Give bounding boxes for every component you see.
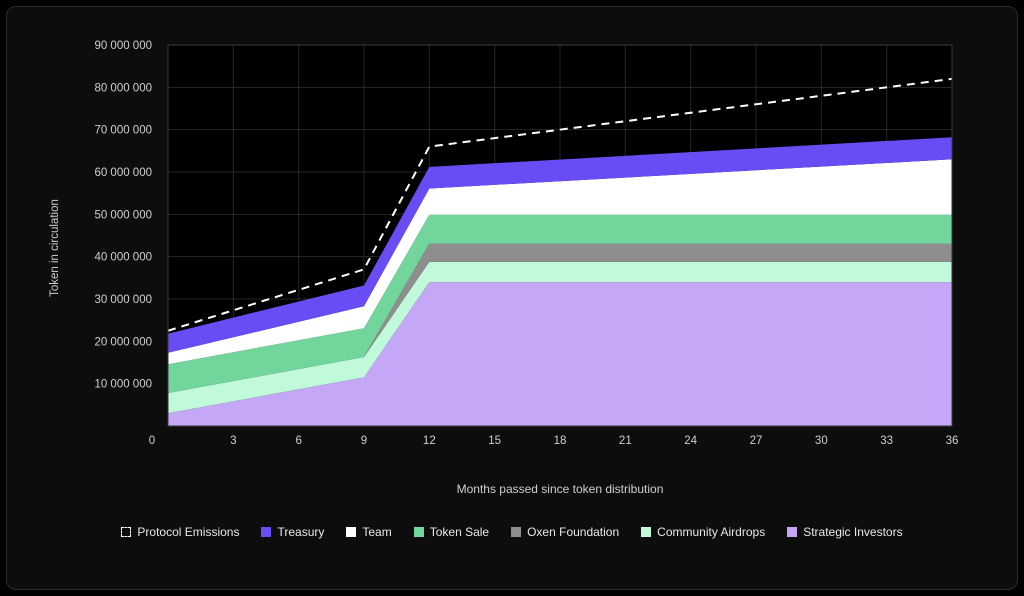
chart-legend: Protocol Emissions Treasury Team Token S… xyxy=(0,525,1024,539)
y-tick-label: 60 000 000 xyxy=(94,167,152,179)
y-tick-label: 50 000 000 xyxy=(94,209,152,221)
area-team xyxy=(168,159,952,365)
y-tick-label: 90 000 000 xyxy=(94,40,152,52)
legend-label: Token Sale xyxy=(429,525,490,539)
legend-label: Strategic Investors xyxy=(803,525,903,539)
plot-frame xyxy=(167,44,953,427)
area-community-airdrops xyxy=(168,261,952,414)
x-tick-label: 6 xyxy=(295,435,301,447)
y-tick-label: 40 000 000 xyxy=(94,252,152,264)
x-tick-label: 9 xyxy=(361,435,367,447)
legend-label: Treasury xyxy=(277,525,325,539)
legend-item-community-airdrops[interactable]: Community Airdrops xyxy=(641,525,765,539)
legend-swatch-oxen-foundation xyxy=(511,527,522,537)
x-tick-label: 0 xyxy=(149,435,155,447)
legend-label: Community Airdrops xyxy=(657,525,766,539)
legend-swatch-protocol-emissions xyxy=(121,527,132,537)
x-tick-label: 33 xyxy=(880,435,893,447)
line-protocol-emissions xyxy=(167,77,953,332)
legend-label: Oxen Foundation xyxy=(527,525,620,539)
y-tick-label: 10 000 000 xyxy=(94,379,152,391)
y-tick-label: 30 000 000 xyxy=(94,294,152,306)
legend-item-token-sale[interactable]: Token Sale xyxy=(413,525,490,539)
x-tick-label: 21 xyxy=(619,435,632,447)
x-axis-label: Months passed since token distribution xyxy=(456,482,664,496)
x-tick-label: 36 xyxy=(946,435,959,447)
y-tick-label: 70 000 000 xyxy=(94,125,152,137)
y-tick-label: 80 000 000 xyxy=(94,82,152,94)
legend-item-treasury[interactable]: Treasury xyxy=(261,525,324,539)
legend-item-strategic-investors[interactable]: Strategic Investors xyxy=(787,525,903,539)
legend-swatch-community-airdrops xyxy=(641,527,652,537)
legend-item-oxen-foundation[interactable]: Oxen Foundation xyxy=(511,525,619,539)
x-tick-label: 3 xyxy=(230,435,236,447)
area-oxen-foundation xyxy=(168,243,952,393)
legend-label: Team xyxy=(362,525,392,539)
area-strategic-investors xyxy=(168,282,952,426)
legend-item-team[interactable]: Team xyxy=(346,525,392,539)
x-tick-label: 18 xyxy=(554,435,567,447)
legend-swatch-strategic-investors xyxy=(787,527,798,537)
legend-swatch-treasury xyxy=(261,527,272,537)
area-treasury xyxy=(168,137,952,353)
legend-swatch-token-sale xyxy=(413,527,424,537)
y-tick-label: 20 000 000 xyxy=(94,336,152,348)
x-tick-label: 27 xyxy=(750,435,763,447)
area-token-sale xyxy=(168,214,952,393)
x-tick-label: 15 xyxy=(488,435,501,447)
x-tick-label: 24 xyxy=(684,435,697,447)
y-axis-label: Token in circulation xyxy=(49,199,61,297)
x-tick-label: 30 xyxy=(815,435,828,447)
x-tick-label: 12 xyxy=(423,435,436,447)
legend-item-protocol-emissions[interactable]: Protocol Emissions xyxy=(121,525,239,539)
legend-label: Protocol Emissions xyxy=(137,525,240,539)
legend-swatch-team xyxy=(346,527,357,537)
